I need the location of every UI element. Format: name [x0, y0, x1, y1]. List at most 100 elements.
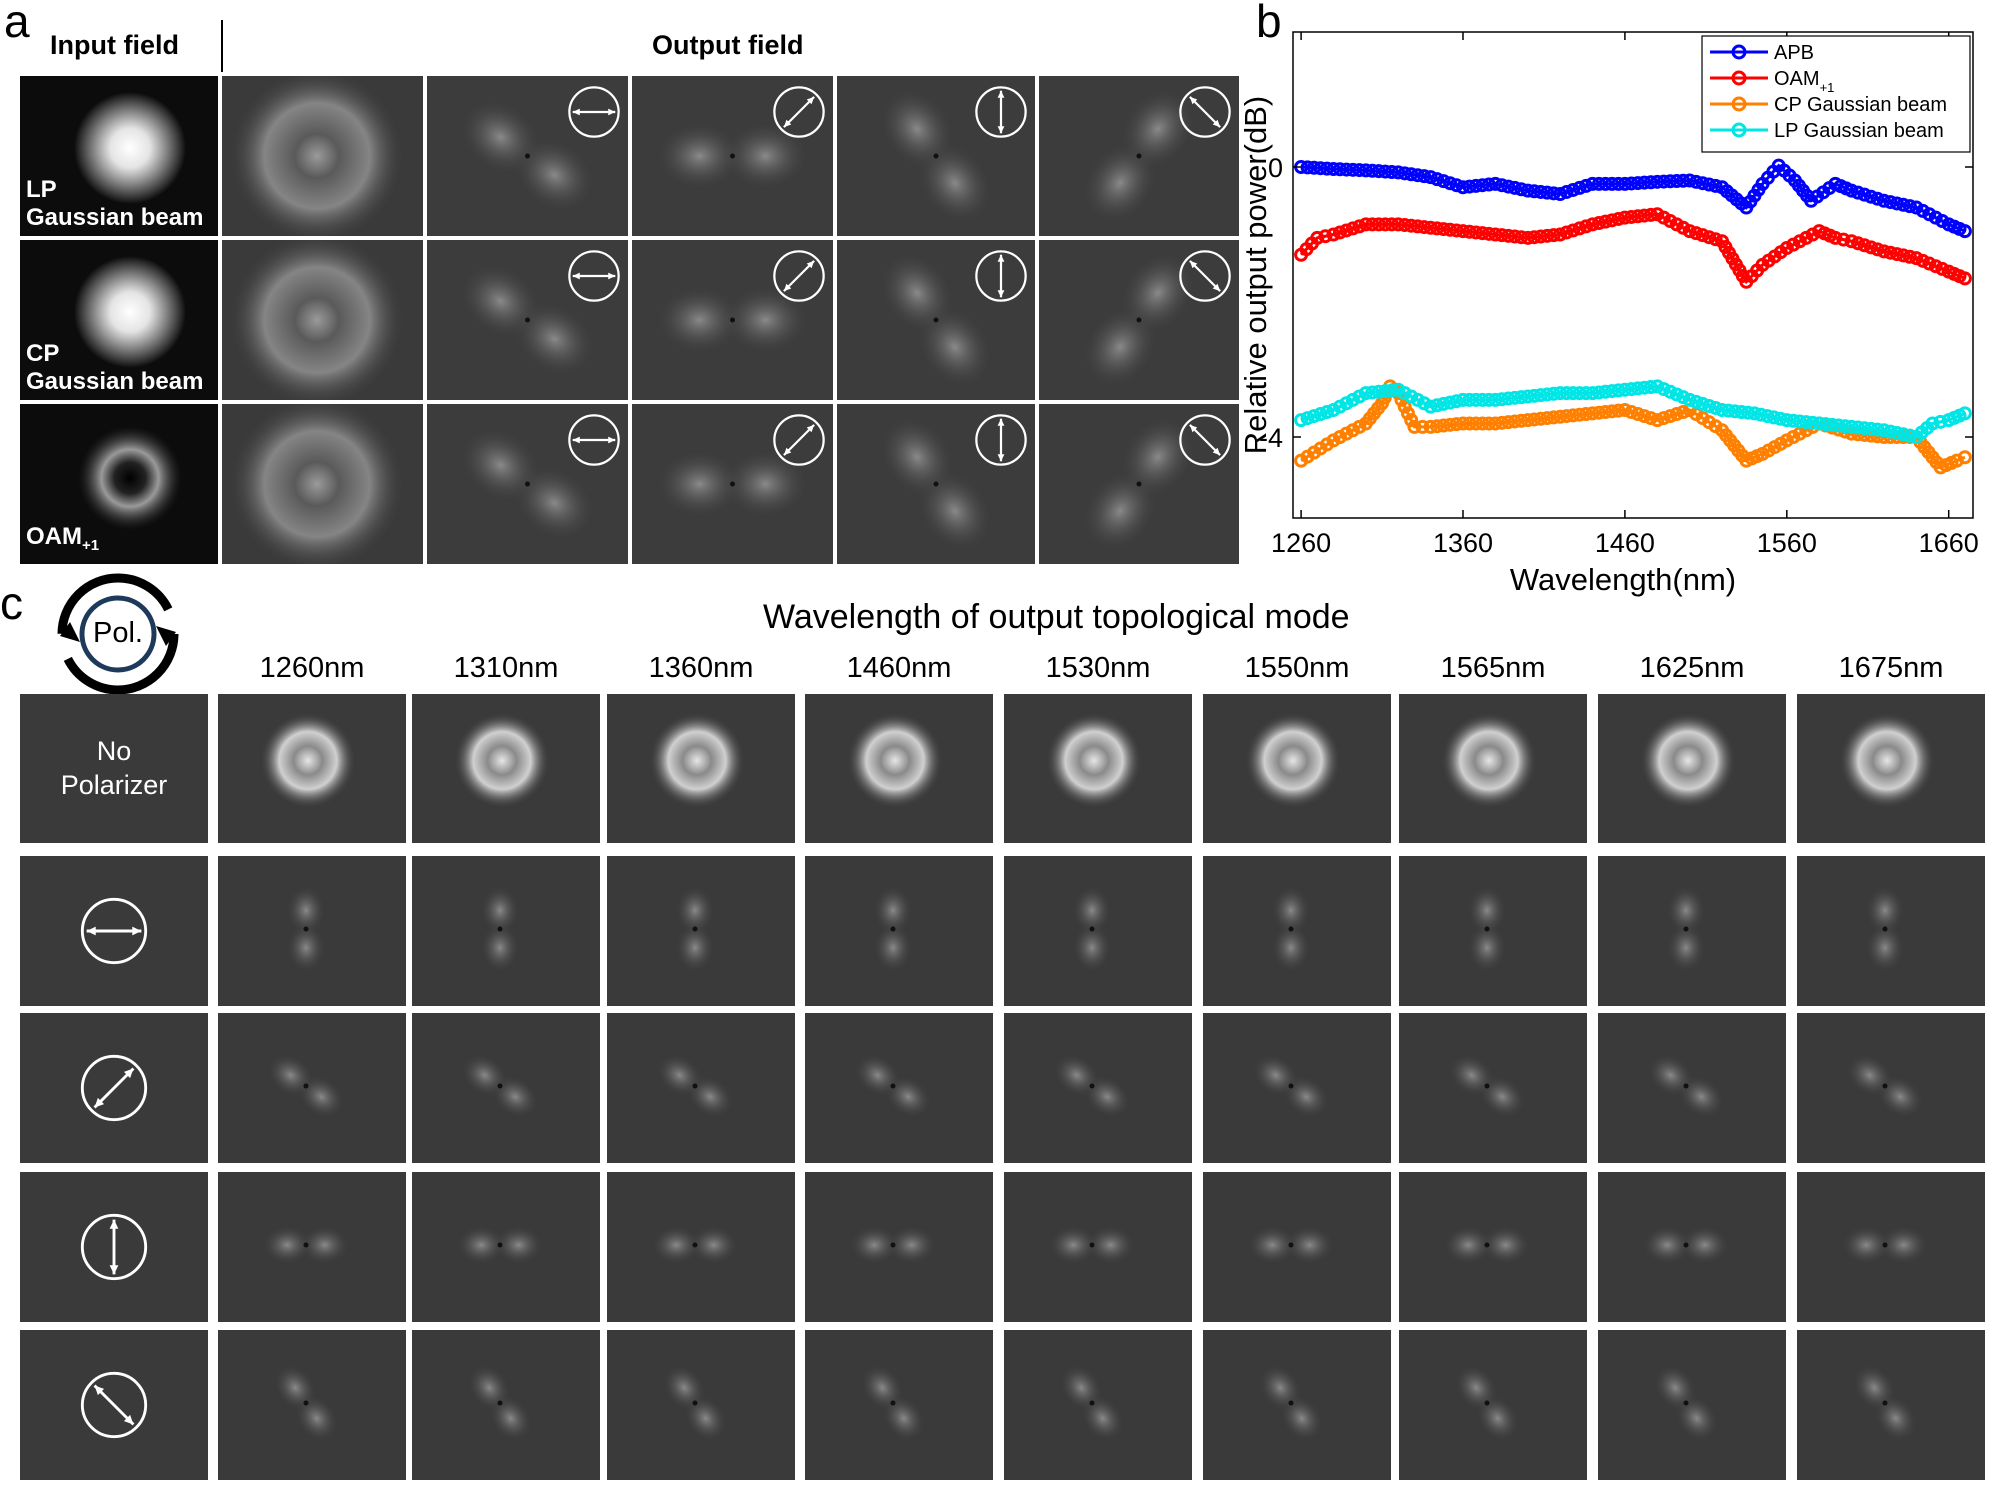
vertical-arrow-icon [975, 86, 1027, 138]
series-point [1876, 423, 1891, 438]
series-point [1566, 182, 1581, 197]
series-point [1352, 163, 1367, 178]
input-beam-label-subscript: +1 [82, 537, 100, 554]
horizontal-arrow-icon [568, 250, 620, 302]
input-beam-label-text: OAM [26, 523, 82, 550]
output-mode-polarized-image [1004, 1330, 1192, 1480]
series-point [1514, 413, 1529, 428]
output-beam-polarized-image [427, 404, 628, 564]
series-point [1889, 247, 1904, 262]
series-point [1851, 420, 1866, 435]
series-point [1488, 392, 1503, 407]
series-point [1896, 427, 1911, 442]
series-point [1844, 183, 1859, 198]
output-mode-polarized-image [1598, 1172, 1786, 1322]
series-point [1844, 234, 1859, 249]
series-point [1501, 228, 1516, 243]
series-point [1760, 409, 1775, 424]
series-point [1307, 409, 1322, 424]
diagonal-45-arrow-icon [773, 250, 825, 302]
series-point [1643, 380, 1658, 395]
output-mode-polarized-image [1399, 1013, 1587, 1163]
series-point [1559, 184, 1574, 199]
series-point [1378, 164, 1393, 179]
wavelength-column-header: 1260nm [259, 652, 365, 684]
series-point [1585, 386, 1600, 401]
series-point [1378, 384, 1393, 399]
input-beam-label: CP Gaussian beam [26, 340, 203, 396]
horizontal-arrow-icon [80, 897, 148, 965]
pol-label: Pol. [93, 617, 143, 649]
series-point [1702, 230, 1717, 245]
output-mode-image [1004, 694, 1192, 843]
series-point [1740, 405, 1755, 420]
legend [1701, 35, 1971, 153]
series-point [1468, 178, 1483, 193]
series-point [1449, 223, 1464, 238]
series-point [1715, 403, 1730, 417]
series-point [1708, 400, 1723, 415]
series-point [1404, 218, 1419, 233]
output-beam-image [222, 404, 423, 564]
output-beam-image [222, 240, 423, 400]
series-point [1957, 224, 1972, 239]
output-beam-image [222, 76, 423, 236]
output-mode-polarized-image [218, 1172, 406, 1322]
output-mode-polarized-image [805, 856, 993, 1006]
series-point [1747, 406, 1762, 421]
series-point [1307, 160, 1322, 175]
series-point [1676, 173, 1691, 188]
series-point [1864, 421, 1878, 436]
series-point [1669, 387, 1684, 402]
series-point [1488, 176, 1503, 191]
panel-a-letter: a [4, 0, 30, 47]
series-point [1876, 193, 1891, 208]
series-point [1728, 404, 1742, 419]
series-point [1449, 394, 1464, 409]
series-point [1617, 176, 1632, 191]
input-field-header: Input field [50, 30, 179, 60]
series-point [1320, 405, 1334, 420]
series-point [1443, 395, 1458, 410]
output-beam-polarized-image [427, 240, 628, 400]
series-point [1889, 425, 1904, 440]
series-point [1909, 251, 1924, 266]
series-point [1831, 418, 1846, 433]
y-axis-label: Relative output power(dB) [1240, 96, 1273, 454]
output-mode-polarized-image [1004, 1013, 1192, 1163]
series-point [1391, 165, 1406, 180]
series-point [1611, 383, 1626, 398]
output-mode-polarized-image [607, 1330, 795, 1480]
output-mode-polarized-image [1004, 1172, 1192, 1322]
input-beam-label-text: Gaussian beam [26, 368, 204, 395]
no-polarizer-line2: Polarizer [60, 770, 168, 800]
series-point [1501, 415, 1516, 430]
series-point [1436, 222, 1451, 237]
diagonal-135-arrow-icon [1179, 414, 1231, 466]
header-separator [221, 20, 223, 72]
input-beam-image: CP Gaussian beam [20, 240, 218, 400]
series-point [1902, 428, 1917, 443]
series-point [1384, 217, 1399, 232]
series-point [1828, 230, 1843, 245]
series-point [1766, 410, 1781, 425]
diagonal-45-arrow-icon [773, 86, 825, 138]
series-point [1624, 405, 1639, 420]
output-mode-polarized-image [412, 856, 600, 1006]
legend-label: LP Gaussian beam [1774, 120, 1944, 142]
series-point [1468, 416, 1483, 431]
series-point [1637, 409, 1652, 424]
series-point [1400, 406, 1415, 421]
series-point [1611, 176, 1626, 191]
series-point [1592, 405, 1606, 420]
series-point [1430, 419, 1445, 434]
series-point [1494, 228, 1509, 243]
series-point [1682, 224, 1697, 239]
input-beam-label-line2: OAM+1 [26, 523, 99, 560]
series-point [1611, 403, 1626, 418]
series-point [1792, 414, 1807, 429]
no-polarizer-label: No Polarizer [20, 734, 208, 802]
series-point [1371, 217, 1386, 232]
output-beam-polarized-image [632, 404, 833, 564]
series-point [1572, 221, 1587, 236]
